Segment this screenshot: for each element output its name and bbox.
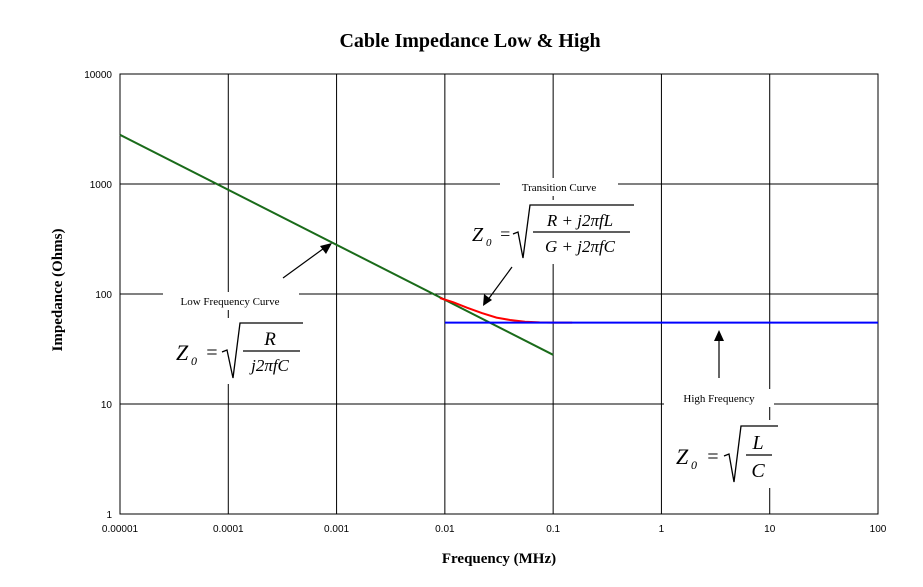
y-tick-labels: 1 10 100 1000 10000 [84, 70, 112, 521]
formula-equals: = [205, 342, 219, 364]
y-axis-label: Impedance (Ohms) [50, 229, 66, 352]
formula-denominator: G + j2πfC [545, 237, 616, 256]
high-frequency-arrowhead [714, 330, 724, 341]
high-frequency-formula: Z 0 = L C [670, 420, 782, 488]
y-tick-label: 100 [95, 290, 112, 301]
formula-equals: = [499, 224, 511, 244]
annotation-label-background [664, 389, 774, 407]
formula-lhs: Z [176, 340, 189, 365]
x-tick-label: 0.1 [546, 524, 560, 535]
formula-lhs: Z [472, 224, 484, 246]
y-tick-label: 10 [101, 400, 113, 411]
annotation-high-frequency: High Frequency Z 0 = L C [664, 330, 782, 488]
y-tick-label: 1000 [90, 180, 113, 191]
formula-subscript: 0 [691, 458, 697, 472]
formula-background [670, 420, 782, 488]
x-tick-label: 0.0001 [213, 524, 244, 535]
low-frequency-arrowhead [320, 243, 332, 254]
radical-sign [221, 322, 303, 379]
annotation-label-background [163, 292, 299, 310]
annotation-low-frequency: Low Frequency Curve Z 0 = R j2πfC [163, 243, 332, 384]
x-axis-label: Frequency (MHz) [442, 551, 556, 567]
plot-frame [119, 73, 879, 515]
low-frequency-arrow [282, 245, 328, 279]
x-tick-label: 100 [870, 524, 887, 535]
formula-denominator: j2πfC [249, 356, 289, 375]
x-tick-label: 0.00001 [102, 524, 139, 535]
annotation-transition: Transition Curve Z 0 = R + j2πfL G + j2π… [466, 178, 638, 306]
series-layer [119, 133, 878, 356]
x-tick-label: 0.001 [324, 524, 349, 535]
formula-denominator: C [751, 460, 765, 482]
formula-subscript: 0 [486, 237, 492, 249]
radical-sign [512, 204, 634, 259]
y-tick-label: 10000 [84, 70, 112, 81]
transition-line [439, 297, 573, 324]
low-frequency-formula: Z 0 = R j2πfC [172, 318, 304, 384]
formula-numerator: L [751, 432, 763, 454]
formula-subscript: 0 [191, 354, 197, 368]
formula-numerator: R [263, 329, 276, 350]
x-tick-label: 0.01 [435, 524, 455, 535]
radical-sign [723, 425, 778, 483]
x-tick-labels: 0.00001 0.0001 0.001 0.01 0.1 1 10 100 [102, 524, 887, 535]
low-frequency-line [119, 133, 554, 356]
transition-label: Transition Curve [522, 182, 597, 194]
low-frequency-label: Low Frequency Curve [181, 296, 280, 308]
annotation-label-background [500, 178, 618, 196]
transition-arrowhead [483, 294, 492, 306]
x-tick-label: 10 [764, 524, 776, 535]
formula-equals: = [706, 446, 720, 468]
y-tick-label: 1 [106, 510, 112, 521]
chart-title: Cable Impedance Low & High [339, 30, 600, 52]
transition-formula: Z 0 = R + j2πfL G + j2πfC [466, 200, 638, 264]
formula-lhs: Z [676, 444, 689, 469]
formula-numerator: R + j2πfL [546, 211, 613, 230]
x-tick-label: 1 [659, 524, 665, 535]
high-frequency-label: High Frequency [683, 393, 755, 405]
transition-arrow [486, 266, 513, 302]
